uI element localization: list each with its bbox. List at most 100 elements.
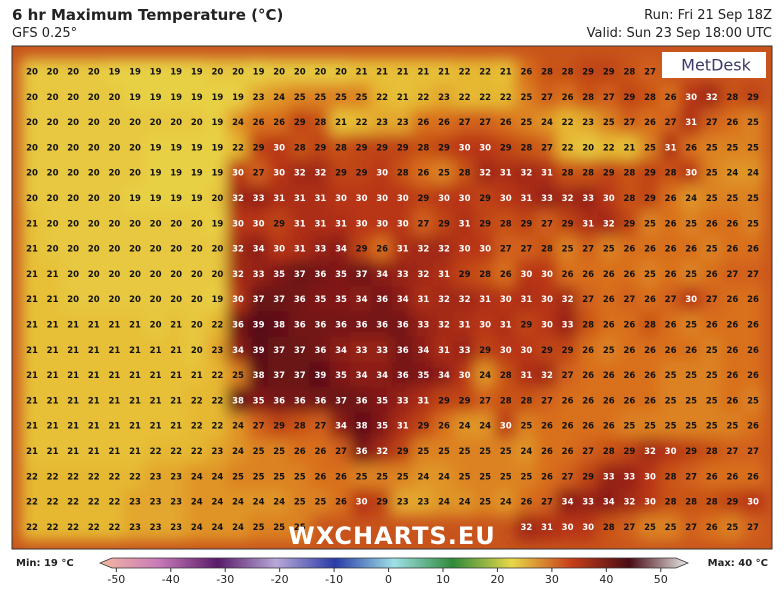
heat-cell [741, 260, 765, 289]
heat-cell [453, 361, 476, 390]
grid-value: 31 [541, 169, 553, 179]
grid-value: 25 [232, 472, 244, 482]
grid-value: 20 [170, 245, 182, 255]
grid-value: 19 [150, 194, 162, 204]
heat-cell [267, 513, 291, 542]
heat-cell [432, 58, 456, 86]
heat-cell [350, 184, 373, 213]
heat-cell [247, 513, 270, 542]
grid-value: 20 [129, 169, 141, 179]
grid-value: 32 [376, 447, 388, 457]
grid-value: 36 [397, 321, 409, 331]
grid-value: 25 [294, 472, 306, 482]
grid-value: 35 [273, 270, 285, 280]
grid-value: 34 [397, 295, 409, 305]
grid-value: 31 [582, 219, 594, 229]
grid-value: 37 [294, 371, 306, 381]
heat-cell [473, 184, 497, 213]
grid-value: 36 [294, 321, 306, 331]
grid-value: 26 [706, 321, 718, 331]
heat-cell [432, 286, 456, 314]
heat-cell [700, 260, 724, 289]
grid-value: 29 [582, 68, 594, 78]
heat-cell [618, 437, 641, 466]
grid-value: 21 [26, 321, 38, 331]
heat-cell [638, 361, 662, 390]
grid-value: 22 [191, 447, 203, 457]
heat-cell [679, 412, 703, 440]
heat-cell [535, 235, 559, 263]
grid-value: 21 [47, 295, 59, 305]
grid-value: 28 [562, 169, 574, 179]
heat-cell [164, 311, 188, 339]
heat-cell [659, 387, 682, 415]
heat-cell [412, 361, 435, 390]
heat-cell [309, 336, 332, 364]
heat-cell [206, 513, 229, 542]
grid-value: 29 [273, 422, 285, 432]
grid-value: 20 [582, 143, 594, 153]
heat-cell [288, 134, 312, 162]
grid-value: 21 [129, 321, 141, 331]
grid-value: 19 [170, 93, 182, 103]
grid-value: 28 [706, 447, 718, 457]
heat-cell [391, 210, 415, 238]
heat-cell [370, 361, 394, 390]
heat-cell [206, 83, 229, 111]
heat-cell [309, 235, 332, 263]
grid-value: 20 [108, 169, 120, 179]
grid-value: 20 [47, 118, 59, 128]
heat-cell [535, 361, 559, 390]
grid-value: 21 [397, 93, 409, 103]
heat-cell [185, 311, 209, 339]
heat-cell [20, 488, 44, 516]
heat-cell [659, 336, 682, 364]
grid-value: 20 [211, 245, 223, 255]
heat-cell [164, 210, 188, 238]
heat-cell [144, 58, 167, 86]
grid-value: 29 [479, 194, 491, 204]
heat-cell [494, 437, 518, 466]
heat-cell [61, 184, 85, 213]
heat-cell [432, 134, 456, 162]
grid-value: 25 [397, 472, 409, 482]
heat-cell [515, 361, 538, 390]
grid-value: 30 [644, 498, 656, 508]
grid-value: 22 [459, 93, 471, 103]
grid-value: 27 [726, 270, 738, 280]
heat-cell [309, 260, 332, 289]
grid-value: 26 [726, 346, 738, 356]
colorbar-tick-label: -10 [325, 573, 343, 586]
grid-value: 27 [747, 447, 759, 457]
heat-cell [721, 260, 744, 289]
heat-cell [679, 210, 703, 238]
grid-value: 33 [562, 321, 574, 331]
heat-cell [288, 463, 312, 491]
grid-value: 24 [500, 498, 512, 508]
grid-value: 29 [644, 169, 656, 179]
heat-cell [556, 260, 579, 289]
grid-value: 33 [603, 472, 615, 482]
heat-cell [535, 286, 559, 314]
heat-cell [309, 387, 332, 415]
grid-value: 23 [253, 93, 265, 103]
grid-value: 21 [108, 321, 120, 331]
grid-value: 25 [644, 270, 656, 280]
heat-cell [123, 260, 147, 289]
grid-value: 23 [397, 498, 409, 508]
heat-cell [412, 184, 435, 213]
heat-cell [700, 311, 724, 339]
heat-cell [164, 108, 188, 137]
grid-value: 21 [47, 321, 59, 331]
grid-value: 29 [603, 169, 615, 179]
grid-value: 26 [417, 169, 429, 179]
grid-value: 26 [747, 472, 759, 482]
heat-cell [329, 311, 353, 339]
heat-cell [576, 260, 600, 289]
grid-value: 34 [356, 295, 368, 305]
heat-cell [515, 336, 538, 364]
heat-cell [494, 286, 518, 314]
grid-value: 23 [170, 523, 182, 533]
heat-cell [391, 184, 415, 213]
heat-cell [164, 387, 188, 415]
